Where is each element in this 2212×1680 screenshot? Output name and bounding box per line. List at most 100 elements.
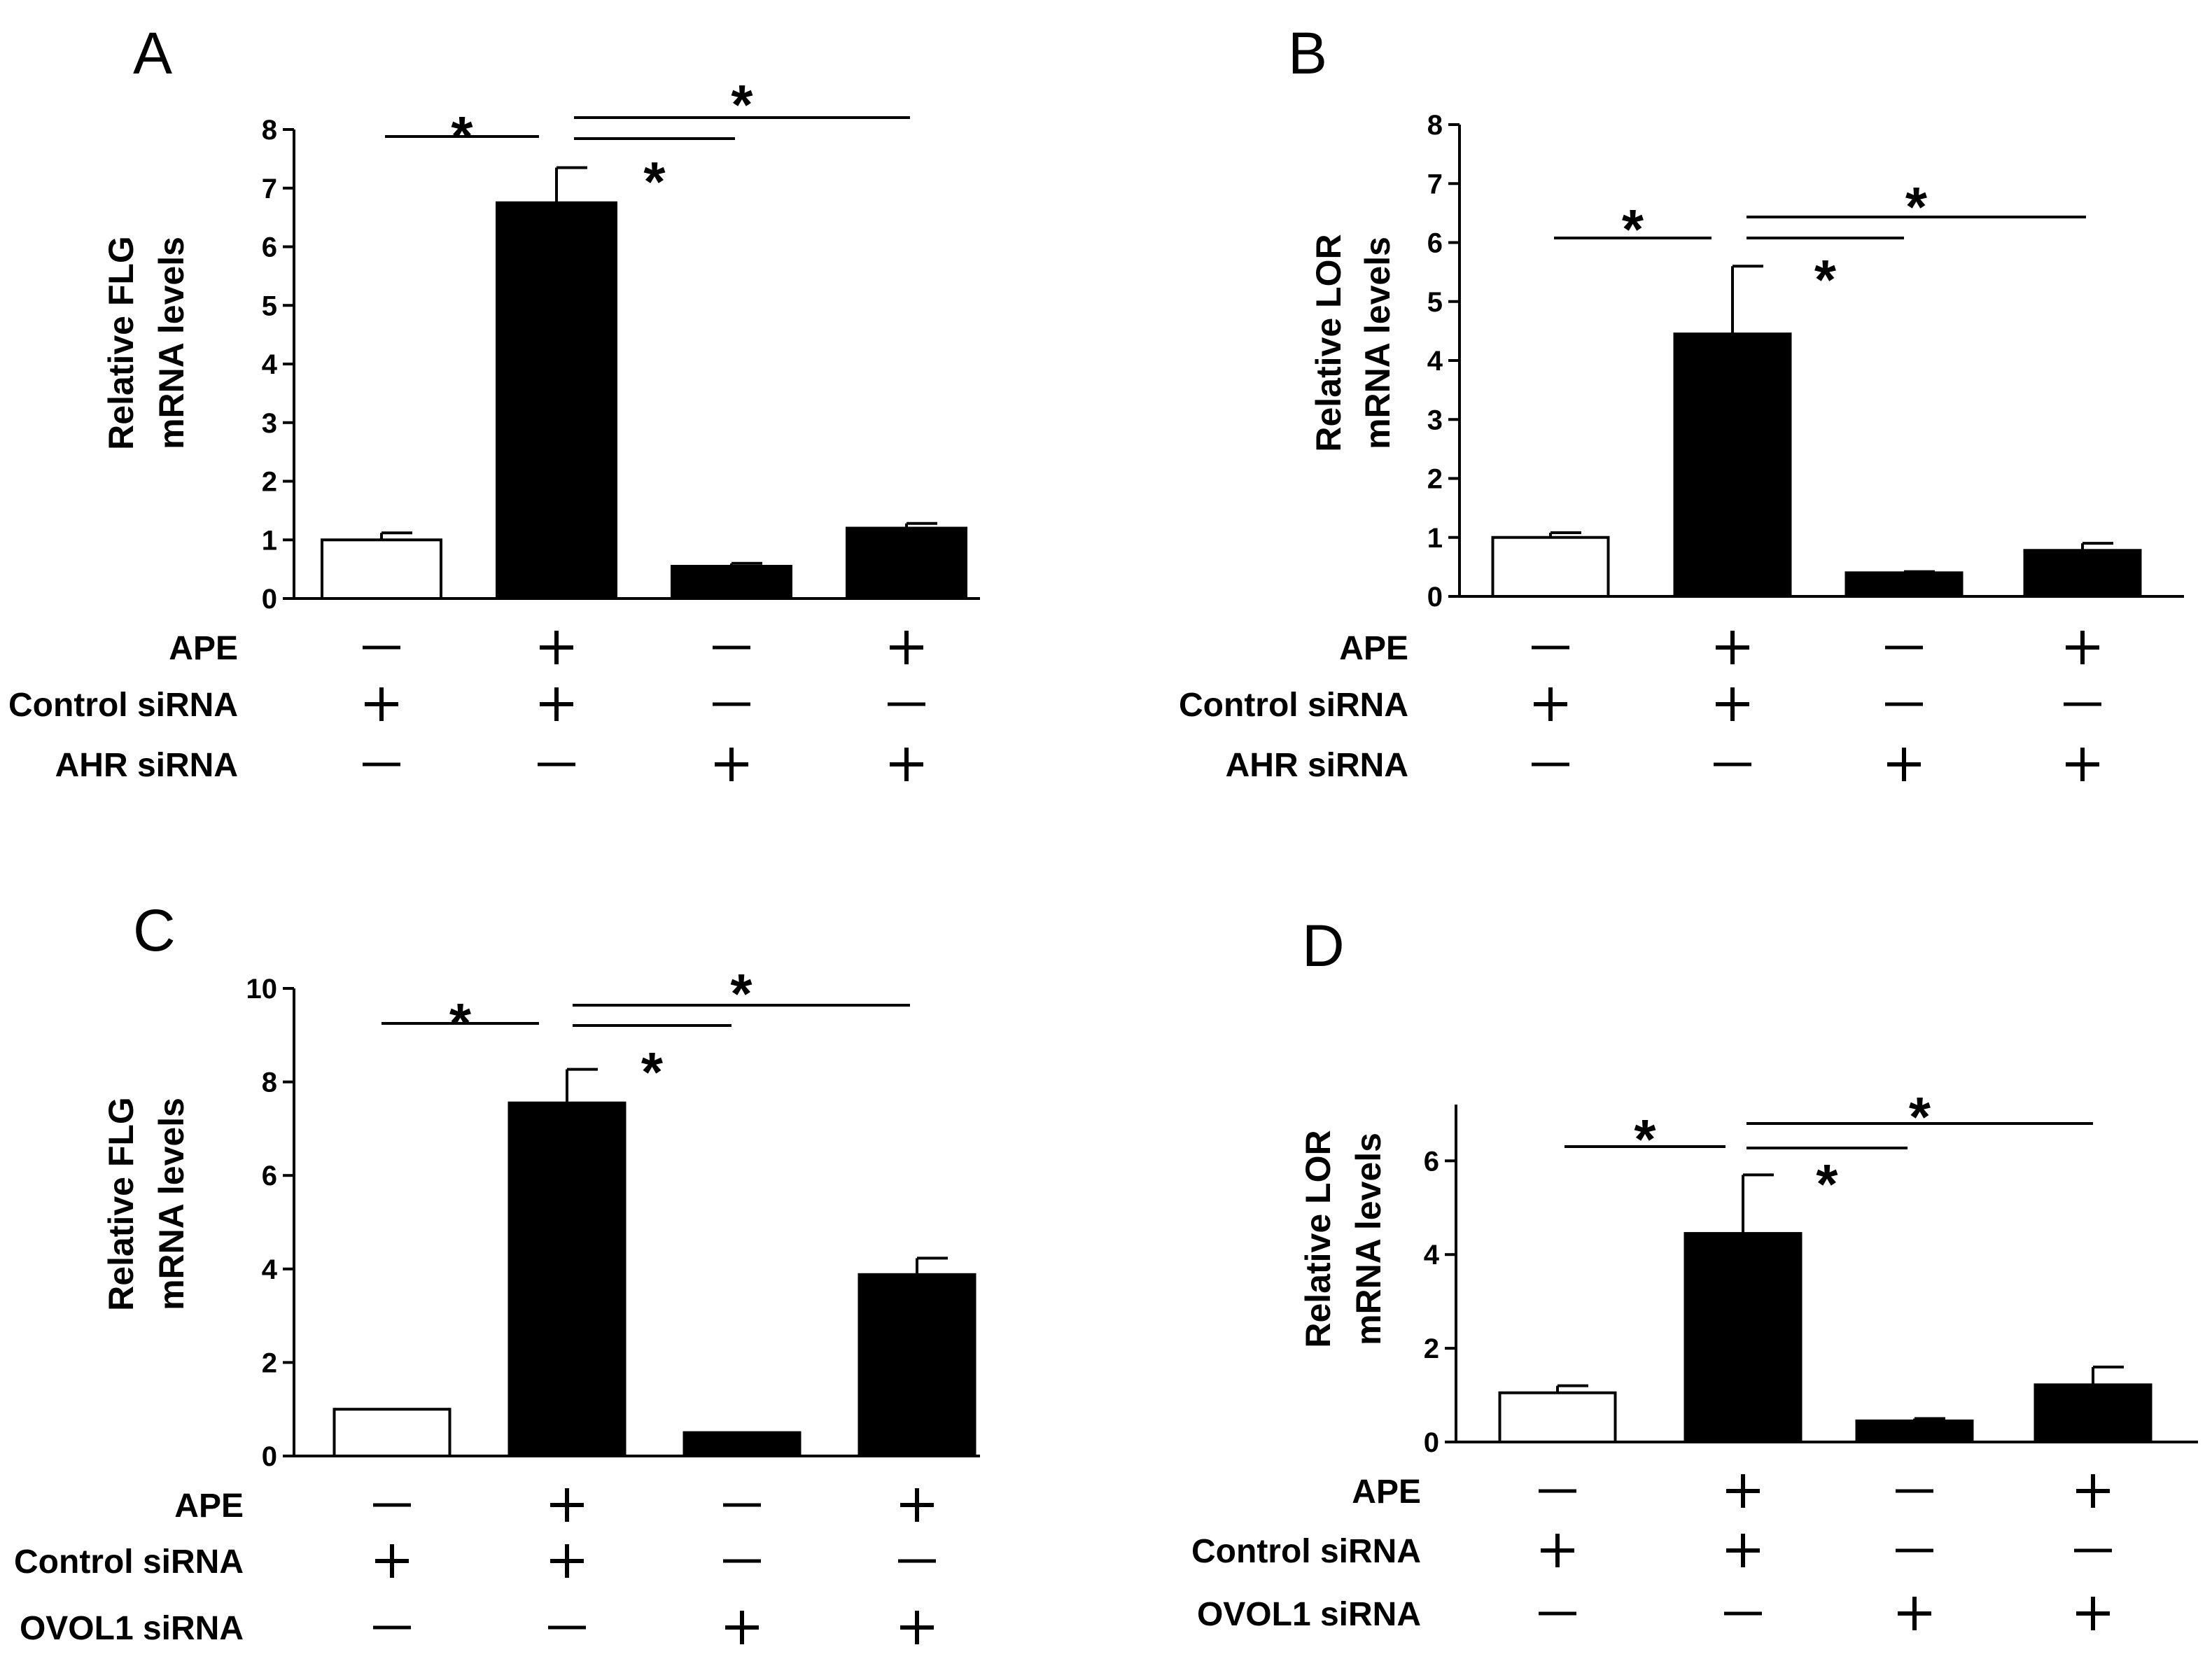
panel-a-bar-3 (671, 564, 792, 600)
panel-a-letter: A (133, 20, 172, 86)
panel-b-ytick-label-1: 1 (1427, 523, 1443, 554)
panel-c-plus-mark-r3-c4 (900, 1611, 934, 1644)
panel-b-bar-4 (2023, 549, 2142, 598)
panel-a-ytick-label-1: 1 (262, 525, 277, 556)
panel-b-plus-mark-r2-c1 (1534, 687, 1567, 721)
panel-b-ytick-label-2: 2 (1427, 464, 1443, 495)
panel-c-chart: C Relative FLG mRNA levels 0 2 4 6 8 10 APE Contro… (14, 897, 980, 1647)
panel-a-significance-star-2: * (643, 150, 666, 213)
panel-d-ytick-label-3: 6 (1424, 1146, 1439, 1177)
panel-c-ylabel-line-1: Relative FLG (102, 1097, 141, 1311)
panel-a-bar-2 (496, 201, 617, 600)
panel-d-ytick-label-0: 0 (1424, 1427, 1439, 1458)
panel-c-plus-mark-r3-c3 (725, 1611, 759, 1644)
panel-d-plus-mark-r2-c2 (1726, 1534, 1760, 1567)
panel-c-significance-star-1: * (449, 992, 472, 1054)
panel-a-ytick-label-0: 0 (262, 584, 277, 615)
panel-d-plus-mark-r3-c3 (1898, 1597, 1931, 1630)
panel-b-ytick-label-4: 4 (1427, 346, 1443, 377)
panel-b-plus-mark-r3-c4 (2066, 748, 2099, 781)
panel-b-ytick-label-6: 6 (1427, 228, 1443, 259)
panel-a-condition-label-1: APE (169, 630, 238, 667)
panel-c-letter: C (133, 897, 176, 963)
panel-c-significance-star-2: * (641, 1041, 664, 1103)
panel-b-ytick-label-3: 3 (1427, 405, 1443, 435)
panel-b-plus-mark-r1-c4 (2066, 631, 2099, 664)
panel-a-bar-4 (846, 526, 967, 600)
panel-b-letter: B (1288, 20, 1327, 86)
panel-c-bar-1 (332, 1408, 451, 1458)
panel-d-bar-3 (1855, 1419, 1974, 1443)
panel-c-ytick-label-5: 10 (246, 974, 278, 1004)
panel-c-bar-4 (858, 1273, 976, 1457)
panel-c-bar-3 (682, 1431, 802, 1457)
panel-a-plus-mark-r1-c4 (890, 631, 923, 664)
panel-d-letter: D (1302, 913, 1345, 979)
panel-b-chart: B Relative LOR mRNA levels 0 1 2 3 4 5 6 7 8 APE Cont… (1179, 20, 2184, 784)
panel-b-ytick-label-5: 5 (1427, 287, 1443, 318)
panel-b-condition-label-3: AHR siRNA (1226, 747, 1408, 784)
panel-c-ytick-label-3: 6 (262, 1161, 277, 1191)
panel-b-bar-3 (1844, 571, 1963, 598)
panel-a-ylabel-line-1: Relative FLG (102, 236, 141, 450)
panel-b-ylabel-line-2: mRNA levels (1358, 237, 1397, 449)
panel-c-ytick-label-1: 2 (262, 1348, 277, 1378)
panel-c-condition-label-2: Control siRNA (14, 1544, 244, 1581)
panel-a-ytick-label-8: 8 (262, 115, 277, 146)
panel-c-condition-label-1: APE (174, 1488, 244, 1525)
panel-d-condition-label-1: APE (1352, 1474, 1421, 1511)
panel-d-plus-mark-r2-c1 (1541, 1534, 1574, 1567)
panel-a-significance-star-1: * (451, 105, 473, 167)
panel-b-significance-star-3: * (1905, 176, 1928, 238)
panel-b-ylabel-line-1: Relative LOR (1309, 234, 1348, 451)
panel-c-ytick-label-0: 0 (262, 1441, 277, 1472)
panel-a-ytick-label-5: 5 (262, 290, 277, 321)
panel-d-plus-mark-r3-c4 (2076, 1597, 2110, 1630)
panel-d-ylabel-line-2: mRNA levels (1349, 1133, 1388, 1345)
panel-a-ylabel-line-2: mRNA levels (152, 237, 191, 449)
panel-b-bar-1 (1491, 536, 1610, 598)
panel-a-condition-label-2: Control siRNA (8, 687, 238, 724)
panel-a-chart: A Relative FLG mRNA levels 0 1 2 3 4 5 6 7 8 APE Cont… (8, 20, 980, 784)
panel-a-ytick-label-3: 3 (262, 408, 277, 439)
panel-b-bar-2 (1673, 332, 1792, 598)
panel-a-significance-star-3: * (731, 74, 753, 136)
panel-c-ylabel-line-2: mRNA levels (152, 1098, 191, 1310)
panel-d-bar-2 (1684, 1232, 1802, 1443)
panel-c-condition-label-3: OVOL1 siRNA (20, 1610, 244, 1647)
panel-a-plus-mark-r2-c2 (540, 687, 573, 721)
panel-b-plus-mark-r2-c2 (1716, 687, 1749, 721)
panel-d-bar-4 (2033, 1383, 2152, 1443)
panel-a-plus-mark-r3-c3 (715, 748, 748, 781)
panel-c-plus-mark-r1-c4 (900, 1488, 934, 1522)
panel-a-ytick-label-7: 7 (262, 174, 277, 204)
panel-b-ytick-label-0: 0 (1427, 582, 1443, 612)
panel-a-ytick-label-6: 6 (262, 232, 277, 263)
panel-c-ytick-label-4: 8 (262, 1068, 277, 1098)
panel-c-plus-mark-r2-c2 (550, 1544, 584, 1578)
panel-d-significance-star-1: * (1634, 1108, 1656, 1170)
panel-a-plus-mark-r3-c4 (890, 748, 923, 781)
panel-b-significance-star-1: * (1622, 198, 1644, 260)
panel-a-condition-label-3: AHR siRNA (55, 747, 238, 784)
panel-b-significance-star-2: * (1814, 248, 1837, 311)
panel-a-plus-mark-r2-c1 (365, 687, 398, 721)
panel-d-plus-mark-r1-c4 (2076, 1474, 2110, 1508)
panel-a-ytick-label-4: 4 (262, 349, 278, 380)
panel-d-bar-1 (1498, 1391, 1617, 1443)
panel-d-plus-mark-r1-c2 (1726, 1474, 1760, 1508)
panel-c-ytick-label-2: 4 (262, 1254, 278, 1285)
panel-b-condition-label-2: Control siRNA (1179, 687, 1408, 724)
panel-d-ytick-label-1: 2 (1424, 1334, 1439, 1364)
panel-b-ytick-label-8: 8 (1427, 110, 1443, 141)
panel-a-bar-1 (321, 538, 442, 600)
panel-d-significance-star-3: * (1909, 1086, 1931, 1148)
panel-d-significance-star-2: * (1816, 1153, 1838, 1215)
panel-a-ytick-label-2: 2 (262, 467, 277, 498)
panel-d-ylabel-line-1: Relative LOR (1298, 1130, 1338, 1348)
panel-c-bar-2 (507, 1101, 626, 1457)
panel-a-plus-mark-r1-c2 (540, 631, 573, 664)
panel-b-plus-mark-r3-c3 (1887, 748, 1921, 781)
panel-b-plus-mark-r1-c2 (1716, 631, 1749, 664)
panel-d-chart: D Relative LOR mRNA levels 0 2 4 6 APE Control s… (1191, 913, 2198, 1633)
